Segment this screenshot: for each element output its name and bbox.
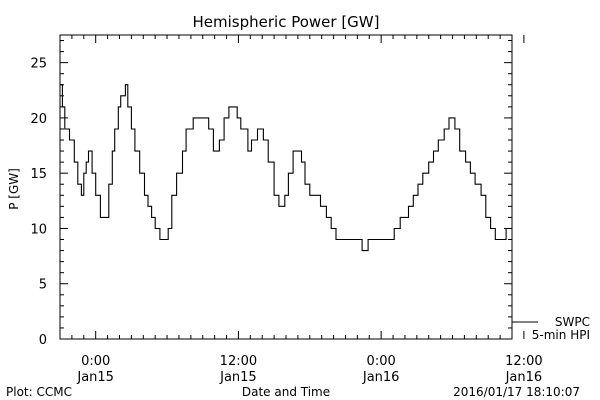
x-tick-time-label: 0:00 (367, 354, 396, 369)
legend-label-swpc: SWPC (555, 315, 590, 329)
y-tick-label: 20 (30, 112, 47, 127)
x-axis-label: Date and Time (242, 385, 330, 399)
x-tick-time-label: 12:00 (220, 354, 257, 369)
x-tick-date-label: Jan16 (505, 370, 543, 385)
plot-timestamp: 2016/01/17 18:10:07 (453, 385, 580, 399)
y-tick-label: 10 (30, 222, 47, 237)
y-tick-label: 15 (30, 167, 47, 182)
y-axis-label: P [GW] (7, 168, 21, 210)
y-tick-label: 25 (30, 57, 47, 72)
x-tick-date-label: Jan15 (219, 370, 257, 385)
x-tick-date-label: Jan16 (362, 370, 400, 385)
x-tick-time-label: 12:00 (505, 354, 542, 369)
x-axis: 0:00Jan1512:00Jan150:00Jan1612:00Jan160:… (59, 35, 543, 385)
x-tick-time-label: 0:00 (81, 354, 110, 369)
plot-frame (59, 34, 513, 340)
legend-label-hpi: 5-min HPI (532, 328, 590, 342)
x-tick-date-label: Jan15 (76, 370, 114, 385)
plot-credit: Plot: CCMC (6, 385, 72, 399)
series-line-5min-hpi (60, 84, 511, 252)
chart-title: Hemispheric Power [GW] (193, 13, 380, 31)
y-tick-label: 0 (39, 333, 47, 348)
y-tick-label: 5 (39, 278, 47, 293)
y-axis: 0 5 10 15 20 25 (30, 40, 512, 348)
